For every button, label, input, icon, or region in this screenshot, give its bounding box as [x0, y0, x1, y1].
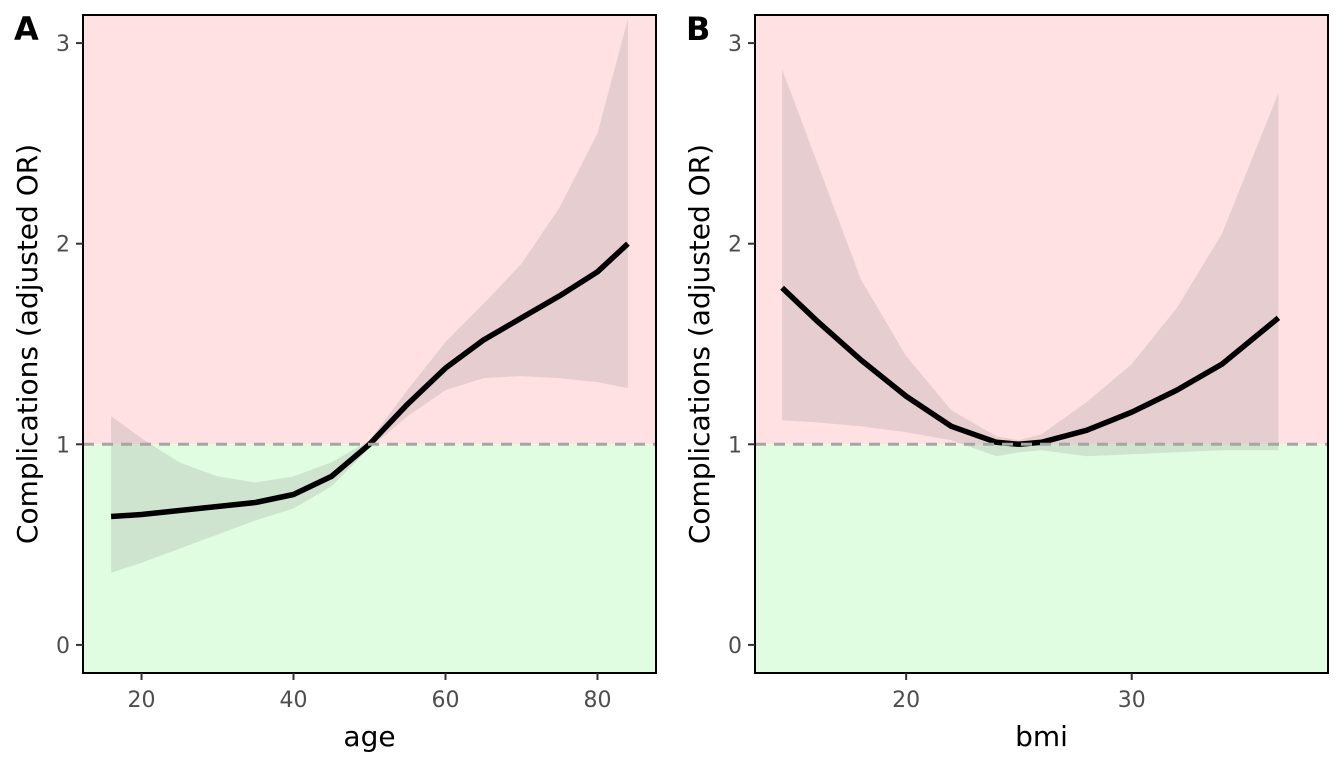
panel-a-y-tick-label: 0 [56, 634, 70, 659]
panel-a-x-tick-label: 20 [128, 688, 156, 713]
panel-b-y-tick-label: 2 [728, 233, 742, 258]
panel-a-y-axis-title: Complications (adjusted OR) [11, 144, 44, 544]
panel-b-y-tick-label: 1 [728, 433, 742, 458]
panel-b-border [754, 14, 1329, 674]
panel-a: 0 1 2 3 20 40 60 80 age Complications (adjusted O… [11, 10, 657, 753]
panel-b-confidence-band [782, 69, 1279, 457]
panel-a-y-tick-label: 3 [56, 32, 70, 57]
panel-b-x-axis-title: bmi [1015, 720, 1068, 753]
panel-b-y-tick-label: 0 [728, 634, 742, 659]
panel-a-x-tick-label: 80 [583, 688, 611, 713]
panel-a-x-tick-label: 60 [431, 688, 459, 713]
panel-b-y-axis-title: Complications (adjusted OR) [683, 144, 716, 544]
panel-a-x-tick-label: 40 [280, 688, 308, 713]
panel-b-series-line [780, 285, 1281, 448]
panel-b-x-tick-label: 20 [892, 688, 920, 713]
panel-b-x-tick-label: 30 [1118, 688, 1146, 713]
panel-a-border [82, 14, 657, 674]
panel-a-y-tick-label: 2 [56, 233, 70, 258]
panel-a-confidence-band [111, 19, 628, 573]
panel-b-tag: B [686, 10, 710, 48]
panel-a-y-tick-label: 1 [56, 433, 70, 458]
panel-b-region-below-reference [755, 444, 1328, 673]
panel-a-region-below-reference [83, 444, 656, 673]
panel-b-region-above-reference [755, 15, 1328, 445]
panel-b: 0 1 2 3 20 30 bmi Complications (adjusted OR) B [683, 10, 1329, 753]
panel-a-x-axis-title: age [343, 720, 395, 753]
panel-a-region-above-reference [83, 15, 656, 445]
panel-a-tag: A [14, 10, 39, 48]
panel-b-y-tick-label: 3 [728, 32, 742, 57]
